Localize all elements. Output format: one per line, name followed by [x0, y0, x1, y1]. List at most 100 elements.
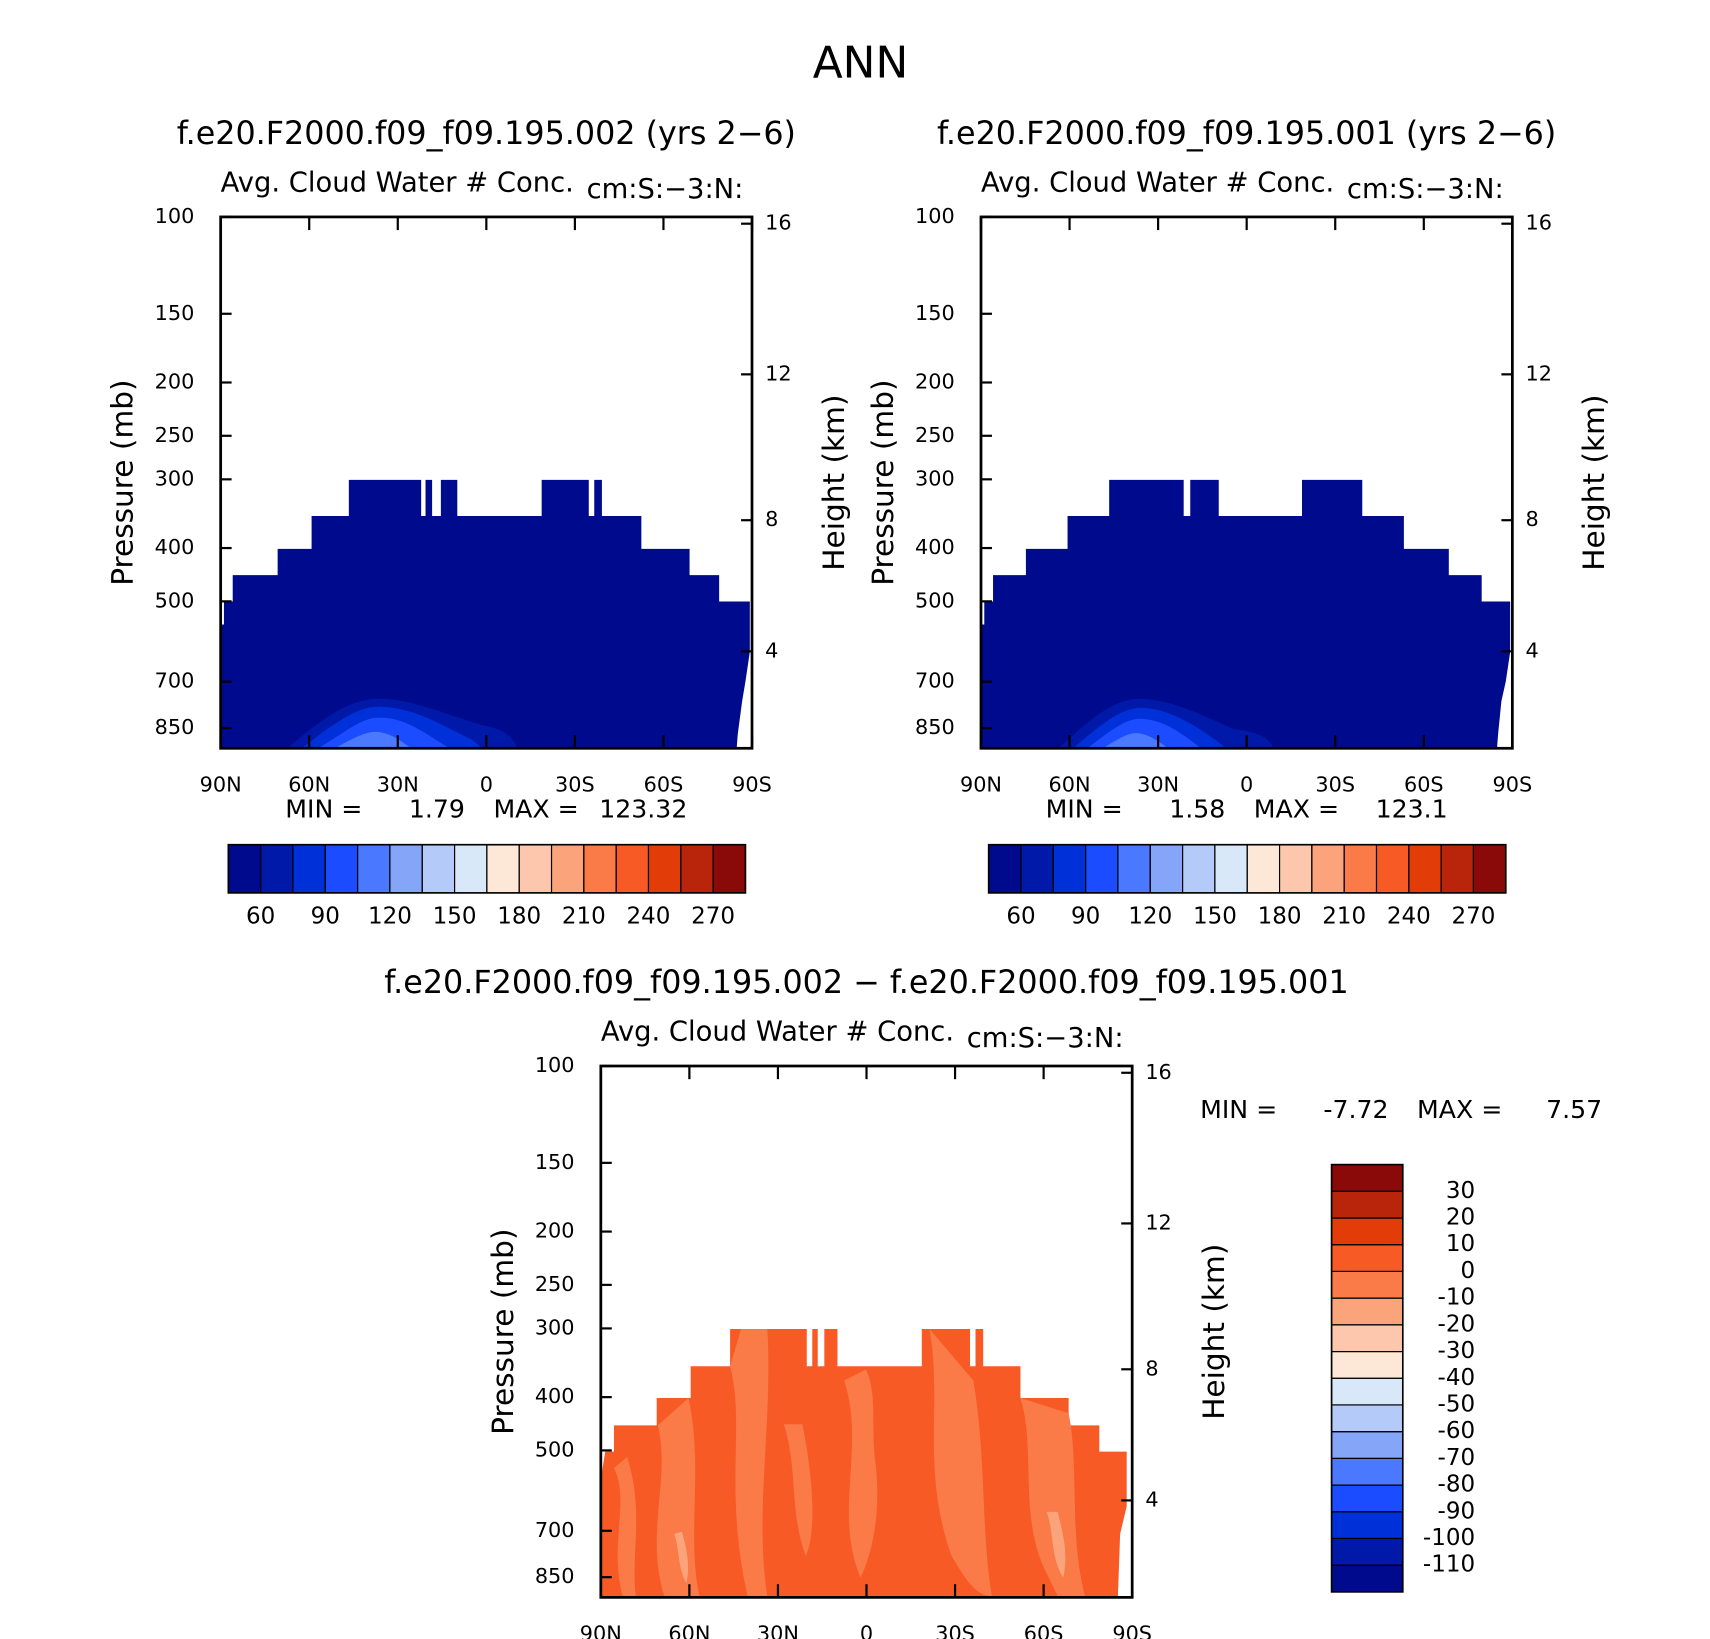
colorbar-box: [712, 844, 746, 894]
colorbar-box: [647, 844, 682, 894]
y2-tick-label: 8: [765, 507, 778, 531]
colorbar-label: 0: [1460, 1258, 1475, 1284]
min-value: 1.58: [1169, 795, 1225, 824]
colorbar-label: 180: [497, 904, 541, 930]
colorbar-frame: [987, 843, 1507, 894]
y-axis-label: Pressure (mb): [866, 379, 900, 585]
min-label: MIN =: [1200, 1095, 1277, 1124]
subtitle: Avg. Cloud Water # Conc.: [601, 1017, 954, 1048]
colorbar-label: 270: [1452, 904, 1496, 930]
colorbar-label: 240: [1387, 904, 1431, 930]
colorbar-box: [1331, 1164, 1404, 1192]
x-tick-label: 90N: [960, 773, 1002, 797]
y2-tick-label: 4: [1526, 638, 1539, 662]
y2-tick-label: 12: [765, 361, 791, 385]
max-label: MAX =: [493, 795, 578, 824]
colorbar-box: [389, 844, 423, 894]
y2-axis-label: Height (km): [1577, 395, 1611, 571]
x-tick-label: 30N: [377, 773, 419, 797]
colorbar-label: -100: [1423, 1525, 1475, 1551]
max-label: MAX =: [1254, 795, 1339, 824]
colorbar-label: 180: [1258, 904, 1302, 930]
colorbar-box: [357, 844, 391, 894]
colorbar-box: [680, 844, 714, 894]
colorbar-box: [486, 844, 520, 894]
colorbar-frame: [1330, 1163, 1404, 1593]
colorbar-label: -110: [1423, 1552, 1475, 1578]
y2-tick-label: 8: [1526, 507, 1539, 531]
colorbar-label: -60: [1438, 1418, 1476, 1444]
x-tick-label: 90S: [1112, 1622, 1152, 1639]
colorbar-box: [1052, 844, 1087, 894]
subtitle: Avg. Cloud Water # Conc.: [221, 168, 574, 199]
panel-title: f.e20.F2000.f09_f09.195.002 (yrs 2−6): [177, 116, 796, 152]
units: cm:S:−3:N:: [967, 1023, 1124, 1054]
x-tick-label: 30S: [555, 773, 595, 797]
x-tick-label: 30S: [1315, 773, 1355, 797]
colorbar-box: [1117, 844, 1151, 894]
y-tick-label: 700: [155, 669, 195, 693]
colorbar-box: [1408, 844, 1442, 894]
y-tick-label: 250: [535, 1272, 575, 1296]
x-tick-label: 30S: [935, 1622, 975, 1639]
min-label: MIN =: [285, 795, 362, 824]
x-tick-label: 60S: [1024, 1622, 1064, 1639]
y-tick-label: 500: [155, 588, 195, 612]
colorbar-box: [1331, 1431, 1404, 1459]
y-tick-label: 100: [155, 204, 195, 228]
y2-tick-label: 4: [765, 638, 778, 662]
colorbar-label: -30: [1438, 1338, 1476, 1364]
contour-field: [220, 479, 750, 749]
panel-title: f.e20.F2000.f09_f09.195.002 − f.e20.F200…: [384, 965, 1348, 1001]
y-tick-label: 300: [535, 1315, 575, 1339]
x-tick-label: 0: [480, 773, 493, 797]
y-tick-label: 500: [915, 588, 955, 612]
contour-field: [980, 479, 1511, 749]
y-tick-label: 850: [155, 715, 195, 739]
min-value: 1.79: [409, 795, 465, 824]
colorbar-box: [1331, 1350, 1404, 1379]
y-tick-label: 100: [535, 1053, 575, 1077]
colorbar-label: 210: [562, 904, 606, 930]
y-tick-label: 400: [155, 535, 195, 559]
colorbar-label: -50: [1438, 1391, 1476, 1417]
colorbar-box: [1149, 844, 1184, 894]
y2-tick-label: 12: [1526, 361, 1552, 385]
colorbar-box: [1331, 1511, 1404, 1540]
colorbar-box: [1331, 1404, 1404, 1433]
colorbar-box: [518, 844, 553, 894]
y2-tick-label: 16: [1526, 211, 1552, 235]
y-tick-label: 250: [155, 423, 195, 447]
colorbar-box: [1331, 1564, 1404, 1593]
colorbar-box: [1331, 1377, 1404, 1406]
colorbar-box: [292, 844, 326, 894]
colorbar-label: 150: [433, 904, 477, 930]
y-tick-label: 200: [535, 1219, 575, 1243]
colorbar-box: [421, 844, 456, 894]
colorbar-label: -70: [1438, 1445, 1476, 1471]
max-value: 123.1: [1376, 795, 1448, 824]
colorbar-box: [1331, 1270, 1404, 1299]
y2-tick-label: 8: [1145, 1356, 1158, 1380]
y-tick-label: 200: [155, 369, 195, 393]
x-tick-label: 90S: [1493, 773, 1533, 797]
y-axis-label: Pressure (mb): [486, 1229, 520, 1435]
y2-axis-label: Height (km): [817, 395, 851, 571]
y-tick-label: 100: [915, 204, 955, 228]
y-axis-label: Pressure (mb): [106, 379, 140, 585]
y-tick-label: 150: [915, 301, 955, 325]
colorbar-box: [988, 844, 1022, 894]
y2-axis-label: Height (km): [1197, 1244, 1231, 1420]
figure-title: ANN: [813, 38, 909, 89]
y-tick-label: 150: [535, 1150, 575, 1174]
colorbar-label: -40: [1438, 1365, 1476, 1391]
y-tick-label: 500: [535, 1437, 575, 1461]
colorbar-label: 120: [1128, 904, 1172, 930]
max-value: 7.57: [1546, 1095, 1602, 1124]
x-tick-label: 90S: [732, 773, 772, 797]
min-label: MIN =: [1046, 795, 1123, 824]
x-tick-label: 0: [1240, 773, 1253, 797]
y-tick-label: 400: [915, 535, 955, 559]
